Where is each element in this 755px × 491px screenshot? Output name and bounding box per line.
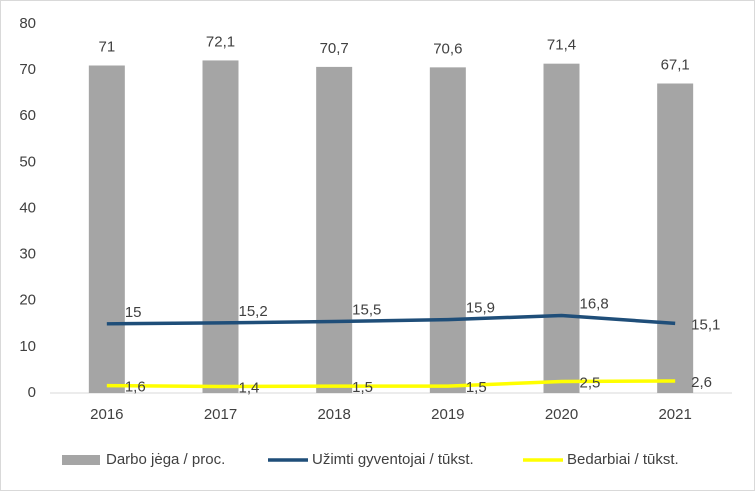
x-tick-label: 2021 [658, 406, 691, 423]
x-tick-label: 2019 [431, 406, 464, 423]
y-tick-label: 60 [19, 107, 36, 124]
x-tick-label: 2016 [90, 406, 123, 423]
bar-value-label: 71 [98, 38, 115, 55]
legend-swatch [62, 455, 100, 465]
x-tick-label: 2017 [204, 406, 237, 423]
bar [543, 63, 580, 393]
line-value-label: 1,5 [466, 379, 487, 396]
bar-value-label: 70,6 [433, 40, 462, 57]
legend-label: Bedarbiai / tūkst. [567, 451, 679, 468]
line-value-label: 15,5 [352, 301, 381, 318]
line-value-label: 1,5 [352, 379, 373, 396]
line-value-label: 16,8 [580, 295, 609, 312]
line-value-label: 2,6 [691, 374, 712, 391]
line-value-label: 1,4 [239, 380, 260, 397]
x-tick-label: 2020 [545, 406, 578, 423]
legend-label: Užimti gyventojai / tūkst. [312, 451, 474, 468]
bar-value-label: 71,4 [547, 37, 576, 54]
y-tick-label: 70 [19, 61, 36, 78]
bar-value-label: 70,7 [320, 40, 349, 57]
bar [316, 66, 353, 394]
x-tick-label: 2018 [317, 406, 350, 423]
line-value-label: 1,6 [125, 379, 146, 396]
line-value-label: 15,2 [239, 303, 268, 320]
line-series [106, 379, 676, 389]
line-series [106, 313, 676, 326]
bar-value-label: 67,1 [661, 56, 690, 73]
bar [202, 60, 239, 393]
y-tick-label: 30 [19, 246, 36, 263]
y-tick-label: 50 [19, 153, 36, 170]
bar [88, 65, 125, 393]
y-tick-label: 10 [19, 338, 36, 355]
line-value-label: 15,9 [466, 300, 495, 317]
y-tick-label: 20 [19, 292, 36, 309]
bar [429, 67, 466, 394]
line-value-label: 2,5 [580, 374, 601, 391]
line-value-label: 15,1 [691, 316, 720, 333]
bar-value-label: 72,1 [206, 33, 235, 50]
bar [657, 83, 694, 393]
y-tick-label: 40 [19, 199, 36, 216]
line-value-label: 15 [125, 304, 142, 321]
y-tick-label: 0 [28, 384, 36, 401]
y-tick-label: 80 [19, 15, 36, 32]
legend-label: Darbo jėga / proc. [106, 451, 225, 468]
